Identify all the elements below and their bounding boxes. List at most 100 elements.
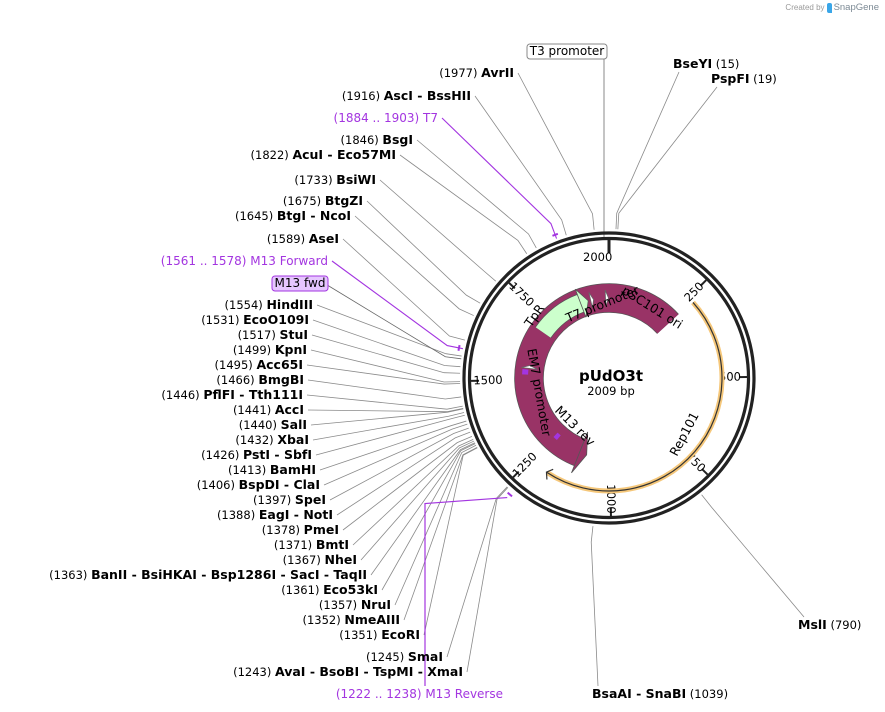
enzyme-text[interactable]: (1916) AscI - BssHII: [342, 88, 471, 103]
enzyme-text[interactable]: (1466) BmgBI: [216, 372, 304, 387]
enzyme-text[interactable]: (1846) BsgI: [341, 132, 413, 147]
enzyme-text[interactable]: BseYI (15): [673, 56, 739, 71]
enzyme-label[interactable]: MslI (790): [798, 617, 861, 632]
enzyme-text[interactable]: (1388) EagI - NotI: [217, 507, 333, 522]
enzyme-text[interactable]: (1822) AcuI - Eco57MI: [251, 147, 396, 162]
enzyme-label[interactable]: (1517) StuI: [238, 327, 308, 342]
plasmid-name: pUdO3t: [579, 367, 643, 385]
enzyme-label[interactable]: (1822) AcuI - Eco57MI: [251, 147, 396, 162]
enzyme-text[interactable]: (1432) XbaI: [235, 432, 309, 447]
enzyme-text[interactable]: (1446) PflFI - Tth111I: [161, 387, 303, 402]
cut-position: (1243): [233, 665, 275, 679]
enzyme-text[interactable]: (1977) AvrII: [439, 65, 514, 80]
cut-position: (1432): [235, 433, 277, 447]
primer-label[interactable]: (1561 .. 1578) M13 Forward: [161, 254, 328, 268]
enzyme-label[interactable]: (1351) EcoRI: [339, 627, 420, 642]
leader-line: [517, 72, 595, 230]
enzyme-name: SalI: [281, 417, 307, 432]
enzyme-label[interactable]: (1388) EagI - NotI: [217, 507, 333, 522]
enzyme-text[interactable]: (1675) BtgZI: [283, 193, 363, 208]
cut-position: (1822): [251, 148, 293, 162]
enzyme-text[interactable]: (1397) SpeI: [253, 492, 326, 507]
Rep101-arrowhead: [571, 431, 589, 474]
enzyme-label[interactable]: (1378) PmeI: [262, 522, 339, 537]
enzyme-text[interactable]: BsaAI - SnaBI (1039): [592, 686, 728, 701]
enzyme-text[interactable]: (1245) SmaI: [366, 649, 443, 664]
primer-name: M13 Reverse: [425, 687, 503, 701]
cut-position: (1351): [339, 628, 381, 642]
backbone-inner-strand: [467, 236, 751, 520]
enzyme-text[interactable]: (1361) Eco53kI: [281, 582, 378, 597]
enzyme-label[interactable]: (1440) SalI: [239, 417, 307, 432]
TpR-arrowhead: [574, 288, 589, 318]
enzyme-label[interactable]: (1352) NmeAIII: [303, 612, 401, 627]
cut-position: (790): [827, 618, 862, 632]
enzyme-text[interactable]: (1406) BspDI - ClaI: [197, 477, 320, 492]
enzyme-text[interactable]: (1733) BsiWI: [294, 172, 376, 187]
enzyme-label[interactable]: (1371) BmtI: [274, 537, 349, 552]
cut-position: (1977): [439, 66, 481, 80]
enzyme-label[interactable]: (1432) XbaI: [235, 432, 309, 447]
boxed-feature-label[interactable]: T3 promoter: [526, 43, 608, 60]
boxed-feature-label[interactable]: M13 fwd: [271, 275, 329, 292]
enzyme-label[interactable]: (1846) BsgI: [341, 132, 413, 147]
label-leader-lines: [306, 59, 805, 687]
enzyme-text[interactable]: (1367) NheI: [283, 552, 357, 567]
enzyme-label[interactable]: (1675) BtgZI: [283, 193, 363, 208]
enzyme-label[interactable]: (1245) SmaI: [366, 649, 443, 664]
enzyme-label[interactable]: (1733) BsiWI: [294, 172, 376, 187]
enzyme-text[interactable]: (1378) PmeI: [262, 522, 339, 537]
enzyme-label[interactable]: (1916) AscI - BssHII: [342, 88, 471, 103]
enzyme-text[interactable]: (1531) EcoO109I: [201, 312, 309, 327]
T7-promoter-arrow: [588, 292, 595, 309]
enzyme-label[interactable]: (1977) AvrII: [439, 65, 514, 80]
EM7-promoter-arrow: [521, 365, 538, 370]
enzyme-text[interactable]: (1645) BtgI - NcoI: [235, 208, 351, 223]
enzyme-label[interactable]: (1495) Acc65I: [215, 357, 303, 372]
enzyme-text[interactable]: (1243) AvaI - BsoBI - TspMI - XmaI: [233, 664, 463, 679]
enzyme-text[interactable]: (1352) NmeAIII: [303, 612, 401, 627]
enzyme-text[interactable]: (1357) NruI: [319, 597, 391, 612]
enzyme-text[interactable]: PspFI (19): [711, 71, 777, 86]
enzyme-label[interactable]: (1589) AseI: [267, 231, 339, 246]
enzyme-name: - ClaI: [280, 477, 320, 492]
enzyme-text[interactable]: (1351) EcoRI: [339, 627, 420, 642]
enzyme-text[interactable]: (1440) SalI: [239, 417, 307, 432]
enzyme-label[interactable]: (1413) BamHI: [228, 462, 316, 477]
enzyme-text[interactable]: (1413) BamHI: [228, 462, 316, 477]
cut-position: (1645): [235, 209, 277, 223]
enzyme-label[interactable]: BseYI (15): [673, 56, 739, 71]
enzyme-label[interactable]: (1397) SpeI: [253, 492, 326, 507]
primer-label[interactable]: (1884 .. 1903) T7: [334, 111, 438, 125]
enzyme-label[interactable]: (1499) KpnI: [233, 342, 307, 357]
enzyme-text[interactable]: (1499) KpnI: [233, 342, 307, 357]
enzyme-label[interactable]: (1466) BmgBI: [216, 372, 304, 387]
enzyme-label[interactable]: PspFI (19): [711, 71, 777, 86]
enzyme-label[interactable]: (1357) NruI: [319, 597, 391, 612]
primer-label[interactable]: (1222 .. 1238) M13 Reverse: [336, 687, 503, 701]
cut-position: (1388): [217, 508, 259, 522]
enzyme-text[interactable]: (1517) StuI: [238, 327, 308, 342]
enzyme-text[interactable]: (1495) Acc65I: [215, 357, 303, 372]
enzyme-text[interactable]: (1363) BanII - BsiHKAI - Bsp1286I - SacI…: [49, 567, 367, 582]
enzyme-text[interactable]: (1589) AseI: [267, 231, 339, 246]
enzyme-label[interactable]: (1531) EcoO109I: [201, 312, 309, 327]
enzyme-label[interactable]: (1243) AvaI - BsoBI - TspMI - XmaI: [233, 664, 463, 679]
enzyme-text[interactable]: (1554) HindIII: [225, 297, 313, 312]
tick-label: 1250: [509, 449, 539, 480]
enzyme-label[interactable]: (1446) PflFI - Tth111I: [161, 387, 303, 402]
enzyme-text[interactable]: MslI (790): [798, 617, 861, 632]
enzyme-label[interactable]: (1554) HindIII: [225, 297, 313, 312]
enzyme-name: SmaI: [408, 649, 443, 664]
enzyme-label[interactable]: (1361) Eco53kI: [281, 582, 378, 597]
enzyme-text[interactable]: (1371) BmtI: [274, 537, 349, 552]
enzyme-label[interactable]: (1426) PstI - SbfI: [201, 447, 312, 462]
enzyme-label[interactable]: BsaAI - SnaBI (1039): [592, 686, 728, 701]
enzyme-text[interactable]: (1441) AccI: [233, 402, 304, 417]
enzyme-label[interactable]: (1363) BanII - BsiHKAI - Bsp1286I - SacI…: [49, 567, 367, 582]
enzyme-text[interactable]: (1426) PstI - SbfI: [201, 447, 312, 462]
enzyme-label[interactable]: (1367) NheI: [283, 552, 357, 567]
enzyme-label[interactable]: (1645) BtgI - NcoI: [235, 208, 351, 223]
enzyme-label[interactable]: (1441) AccI: [233, 402, 304, 417]
enzyme-label[interactable]: (1406) BspDI - ClaI: [197, 477, 320, 492]
